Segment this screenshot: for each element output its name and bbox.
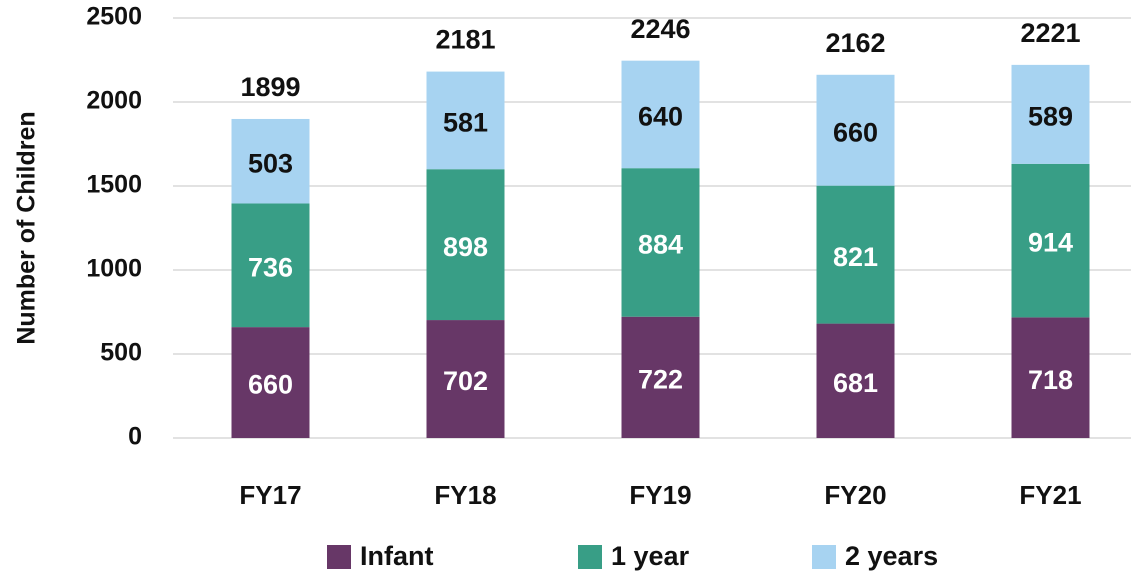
bar-segment	[231, 327, 310, 438]
bar-segment	[231, 118, 310, 204]
bar-segment	[621, 168, 700, 317]
y-axis-label: Number of Children	[13, 111, 41, 344]
bar-segment	[1011, 317, 1090, 438]
y-tick-label: 0	[128, 423, 142, 451]
x-tick-label: FY18	[434, 480, 496, 510]
data-label: 581	[443, 108, 488, 138]
total-label: 1899	[240, 72, 300, 102]
legend-swatch	[327, 545, 351, 569]
total-label: 2221	[1020, 18, 1080, 48]
y-tick-label: 1500	[86, 171, 142, 199]
data-label: 718	[1028, 365, 1073, 395]
total-label: 2246	[630, 14, 690, 44]
data-label: 821	[833, 242, 878, 272]
bar-segment	[426, 320, 505, 438]
bar-segment	[816, 185, 895, 324]
bar-segment	[426, 169, 505, 321]
data-label: 722	[638, 364, 683, 394]
x-tick-label: FY21	[1019, 480, 1081, 510]
bar-segment	[1011, 163, 1090, 318]
y-tick-label: 2500	[86, 3, 142, 31]
y-tick-label: 500	[100, 339, 142, 367]
data-label: 898	[443, 232, 488, 262]
data-label: 503	[248, 148, 293, 178]
data-label: 660	[833, 117, 878, 147]
y-tick-label: 2000	[86, 87, 142, 115]
x-tick-label: FY19	[629, 480, 691, 510]
bar-segment	[1011, 64, 1090, 164]
bar-segment	[621, 316, 700, 438]
bar-segment	[621, 60, 700, 169]
data-label: 914	[1028, 228, 1073, 258]
data-label: 884	[638, 230, 683, 260]
legend-swatch	[812, 545, 836, 569]
legend-label: 1 year	[611, 541, 690, 571]
bar-segment	[231, 203, 310, 328]
x-tick-label: FY20	[824, 480, 886, 510]
data-label: 736	[248, 252, 293, 282]
legend-label: 2 years	[845, 541, 938, 571]
data-label: 702	[443, 366, 488, 396]
x-tick-label: FY17	[239, 480, 301, 510]
data-label: 681	[833, 368, 878, 398]
total-label: 2181	[435, 25, 495, 55]
y-tick-label: 1000	[86, 255, 142, 283]
legend-label: Infant	[360, 541, 434, 571]
data-label: 660	[248, 370, 293, 400]
data-label: 640	[638, 102, 683, 132]
bar-segment	[426, 71, 505, 170]
data-label: 589	[1028, 101, 1073, 131]
bar-segment	[816, 323, 895, 438]
total-label: 2162	[825, 28, 885, 58]
bar-segment	[816, 74, 895, 186]
legend-swatch	[578, 545, 602, 569]
